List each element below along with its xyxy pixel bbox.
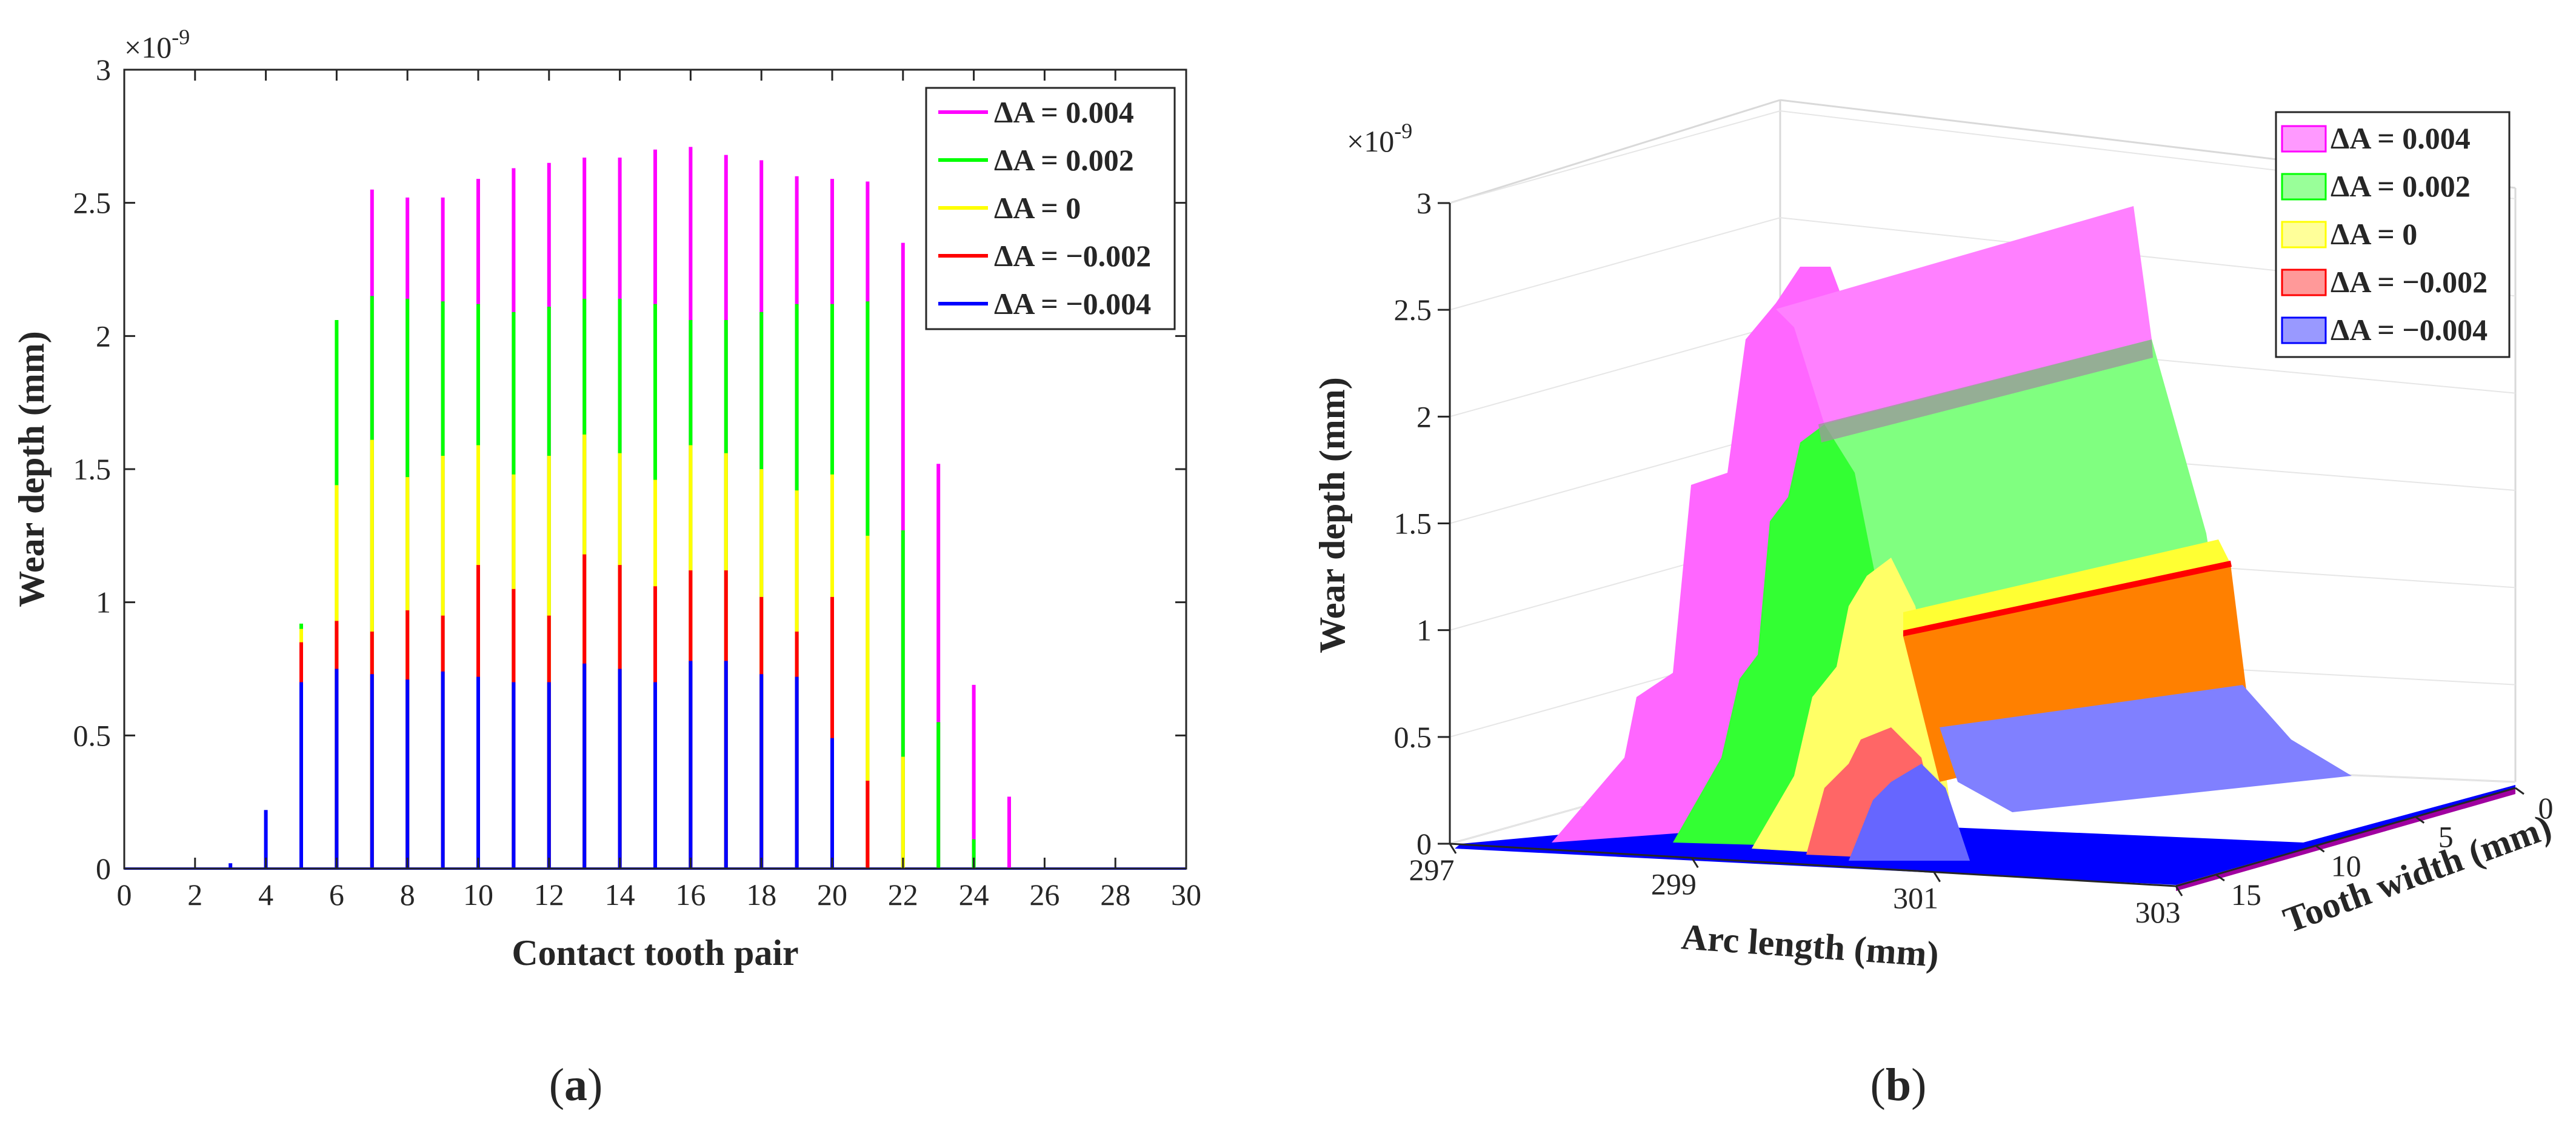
panel-b-legend-label: ΔA = −0.002: [2331, 265, 2488, 299]
panel-b-3d-surface: 00.511.522.53 ×10-9 297 299 301 303 051015 …: [1312, 99, 2557, 1110]
panel-a-y-tick-label: 0.5: [73, 718, 112, 752]
panel-b-x-tick-mark: [1691, 857, 1699, 869]
panel-a-x-tick-label: 28: [1100, 878, 1130, 912]
panel-b-blue-surface: [1940, 685, 2352, 812]
panel-b-z-tick-label: 3: [1416, 186, 1432, 220]
panel-a-y-tick-label: 1.5: [73, 452, 112, 486]
panel-b-y-axis-line: [2175, 787, 2516, 887]
panel-b-blue-ridge-face: [1849, 764, 1970, 861]
panel-b-x-tick-mark: [1449, 843, 1457, 854]
panel-b-x-tick-mark: [1933, 871, 1941, 883]
panel-b-z-tick-label: 0.5: [1394, 720, 1432, 754]
panel-b-z-tick-label: 2: [1416, 399, 1432, 433]
panel-b-legend-swatch: [2281, 221, 2327, 249]
panel-a-x-axis-label: Contact tooth pair: [512, 933, 798, 973]
panel-a-y-tick-label: 0: [96, 852, 111, 886]
panel-a-x-tick-label: 26: [1029, 878, 1059, 912]
panel-a-legend-label: ΔA = 0: [994, 191, 1081, 225]
panel-b-z-tick-label: 1: [1416, 613, 1432, 647]
panel-a-x-tick-label: 22: [888, 878, 918, 912]
panel-a-legend: ΔA = 0.004 ΔA = 0.002 ΔA = 0 ΔA = −0.002 ΔA …: [925, 87, 1176, 330]
panel-b-red-band: [1903, 561, 2232, 636]
panel-b-x-axis-label: Arc length (mm): [1680, 916, 1940, 975]
panel-b-pink-top: [1776, 206, 2152, 424]
panel-a-x-tick-label: 10: [463, 878, 493, 912]
panel-b-legend-swatch: [2281, 269, 2327, 296]
panel-b-x-tick-label: 299: [1651, 867, 1697, 901]
panel-b-x-axis-line: [1449, 843, 2177, 887]
panel-b-z-axis-label: Wear depth (mm): [1312, 377, 1352, 653]
panel-a-y-exponent: ×10-9: [124, 25, 190, 64]
panel-b-y-tick-mark: [2315, 845, 2325, 853]
panel-a-x-tick-label: 20: [817, 878, 847, 912]
panel-a-y-tick-label: 1: [96, 586, 111, 619]
panel-a-caption: (a): [549, 1060, 603, 1110]
panel-b-z-exponent: ×10-9: [1347, 119, 1412, 158]
panel-b-z-tick-label: 0: [1416, 827, 1432, 861]
panel-b-z-ticks: 0 0.5 1 1.5 2 2.5 3: [1394, 186, 1450, 861]
panel-b-caption: (b): [1870, 1060, 1927, 1110]
panel-b-z-gridline-left: [1449, 430, 1781, 524]
panel-b-legend-label: ΔA = 0.004: [2331, 121, 2471, 155]
panel-a-x-tick-label: 24: [959, 878, 989, 912]
panel-b-y-tick-mark: [2515, 787, 2524, 795]
panel-b-y-ticks: 0 5 10 15: [2215, 787, 2554, 912]
panel-a-x-tick-label: 6: [329, 878, 344, 912]
panel-a-x-tick-label: 14: [605, 878, 635, 912]
panel-b-y-tick-mark: [2215, 873, 2225, 882]
panel-b-gray-band: [1818, 339, 2153, 442]
panel-b-legend-swatch: [2281, 125, 2327, 153]
panel-b-z-gridline-left: [1449, 110, 1781, 204]
panel-b-base-purple-edge: [2176, 788, 2515, 891]
panel-a-x-tick-label: 4: [258, 878, 273, 912]
panel-b-legend-label: ΔA = 0.002: [2331, 169, 2471, 203]
panel-a-y-tick-label: 2.5: [73, 186, 112, 220]
panel-a-x-tick-label: 0: [117, 878, 132, 912]
panel-b-x-tick-label: 303: [2135, 895, 2181, 929]
panel-b-y-tick-mark: [2415, 816, 2425, 824]
panel-a-legend-label: ΔA = 0.004: [994, 95, 1134, 129]
panel-b-y-tick-label: 15: [2231, 878, 2261, 912]
panel-a-x-tick-label: 18: [746, 878, 776, 912]
panel-a-x-tick-label: 8: [400, 878, 415, 912]
panel-b-legend-label: ΔA = 0: [2331, 217, 2417, 251]
panel-a-x-tick-label: 12: [534, 878, 564, 912]
panel-a-x-tick-label: 30: [1171, 878, 1201, 912]
panel-a-legend-label: ΔA = −0.004: [994, 287, 1151, 321]
panel-a-x-tick-label: 2: [187, 878, 202, 912]
panel-a-y-ticks: 0 0.5 1 1.5 2 2.5 3: [73, 53, 1186, 886]
panel-b-yellow-band: [1903, 539, 2231, 636]
panel-b-x-tick-label: 297: [1409, 853, 1455, 887]
panel-b-z-tick-label: 2.5: [1394, 293, 1432, 327]
panel-a-x-ticks: 0 2 4 6 8 10 12 14 16 18 20 22 24 26 28 30: [117, 70, 1201, 912]
panel-b-x-tick-mark: [2175, 886, 2183, 896]
panel-a-series: [124, 147, 1186, 870]
panel-b-legend-swatch: [2281, 316, 2327, 344]
panel-b-y-tick-label: 10: [2331, 849, 2361, 883]
panel-b-z-tick-label: 1.5: [1394, 507, 1432, 541]
panel-b-z-gridline-left: [1449, 324, 1781, 418]
panel-b-y-axis-label: Tooth width (mm): [2278, 807, 2557, 941]
panel-b-legend-label: ΔA = −0.004: [2331, 313, 2488, 347]
panel-b-legend-swatch: [2281, 173, 2327, 201]
panel-b-y-tick-label: 0: [2538, 791, 2554, 825]
panel-b-legend: ΔA = 0.004 ΔA = 0.002 ΔA = 0 ΔA = −0.002 ΔA …: [2275, 111, 2511, 358]
panel-b-x-tick-label: 301: [1893, 881, 1938, 915]
panel-a-x-tick-label: 16: [675, 878, 706, 912]
panel-b-z-gridline-left: [1449, 217, 1781, 311]
panel-a-line-chart: 0 2 4 6 8 10 12 14 16 18 20 22 24 26 28 30 00.511.522.5…: [12, 25, 1201, 1110]
panel-a-y-tick-label: 2: [96, 319, 111, 353]
panel-a-y-axis-label: Wear depth (mm): [12, 331, 52, 607]
panel-a-y-tick-label: 3: [96, 53, 111, 87]
panel-b-y-tick-label: 5: [2438, 820, 2454, 854]
panel-a-legend-label: ΔA = 0.002: [994, 143, 1134, 177]
panel-a-legend-label: ΔA = −0.002: [994, 239, 1151, 273]
panel-b-x-ticks: 297 299 301 303: [1409, 843, 2183, 929]
